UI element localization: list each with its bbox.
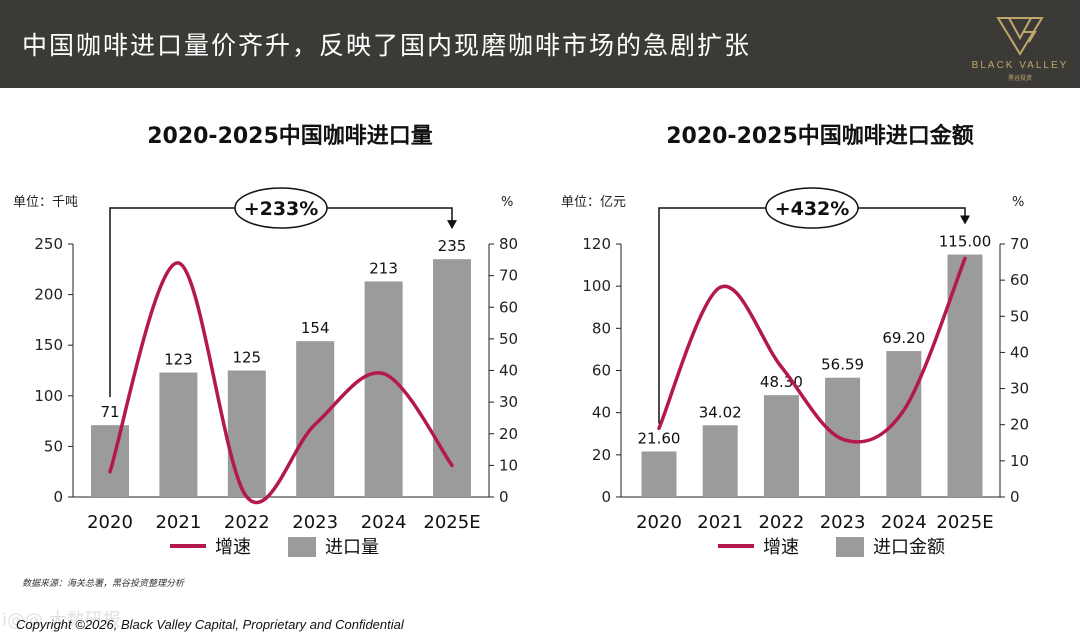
bar-value-label: 125 <box>232 349 261 367</box>
logo-icon <box>996 17 1044 56</box>
x-tick-label: 2024 <box>881 512 927 533</box>
left-tick-label: 100 <box>582 277 611 295</box>
x-tick-label: 2023 <box>292 512 338 533</box>
callout-arrowhead <box>960 215 970 225</box>
x-tick-label: 2024 <box>361 512 407 533</box>
bar-value-label: 154 <box>301 319 330 337</box>
bar-value-label: 235 <box>438 237 467 255</box>
bar <box>227 370 266 497</box>
bar-value-label: 213 <box>369 259 398 277</box>
x-tick-label: 2020 <box>87 512 133 533</box>
page-title: 中国咖啡进口量价齐升，反映了国内现磨咖啡市场的急剧扩张 <box>22 31 752 60</box>
bar-value-label: 48.30 <box>760 373 803 391</box>
callout-bubble <box>765 187 859 229</box>
x-tick-label: 2022 <box>224 512 270 533</box>
x-tick-label: 2025E <box>936 512 993 533</box>
left-axis-unit: 单位：千吨 <box>13 195 78 210</box>
legend-line-label: 增速 <box>215 537 251 558</box>
callout-bubble <box>234 187 328 229</box>
right-tick-label: 70 <box>1010 235 1029 253</box>
callout-arrowhead <box>447 220 457 230</box>
left-tick-label: 40 <box>592 404 611 422</box>
right-tick-label: 80 <box>499 235 518 253</box>
header-bar: 中国咖啡进口量价齐升，反映了国内现磨咖啡市场的急剧扩张 BLACK VALLEY… <box>0 0 1080 88</box>
chart-title: 2020-2025中国咖啡进口量 <box>147 124 433 149</box>
bar-value-label: 115.00 <box>939 233 992 251</box>
left-axis-unit: 单位：亿元 <box>561 195 626 210</box>
left-tick-label: 20 <box>592 446 611 464</box>
right-tick-label: 0 <box>1010 488 1020 506</box>
black-valley-logo: BLACK VALLEY 黑谷投资 <box>965 10 1075 82</box>
left-tick-label: 120 <box>582 235 611 253</box>
left-tick-label: 100 <box>34 387 63 405</box>
right-tick-label: 0 <box>499 488 509 506</box>
left-tick-label: 250 <box>34 235 63 253</box>
right-tick-label: 20 <box>1010 416 1029 434</box>
legend-bar-swatch <box>288 537 316 557</box>
bar <box>91 425 129 497</box>
bar <box>702 425 738 497</box>
callout-label: +233% <box>244 198 319 220</box>
right-tick-label: 10 <box>499 456 518 474</box>
growth-rate-line <box>657 256 967 444</box>
left-tick-label: 150 <box>34 336 63 354</box>
legend-line-label: 增速 <box>763 537 799 558</box>
bar-value-label: 21.60 <box>638 429 681 447</box>
left-tick-label: 80 <box>592 319 611 337</box>
legend-bar-label: 进口金额 <box>873 537 945 558</box>
right-tick-label: 30 <box>499 393 518 411</box>
logo-subtitle: 黑谷投资 <box>1007 76 1032 82</box>
left-tick-label: 0 <box>53 488 63 506</box>
legend-bar-label: 进口量 <box>325 537 379 558</box>
right-tick-label: 40 <box>1010 343 1029 361</box>
bar-value-label: 56.59 <box>821 356 864 374</box>
left-tick-label: 60 <box>592 362 611 380</box>
logo-name: BLACK VALLEY <box>971 60 1069 71</box>
bar-value-label: 69.20 <box>882 329 925 347</box>
right-tick-label: 60 <box>1010 271 1029 289</box>
left-tick-label: 200 <box>34 286 63 304</box>
right-axis-unit: % <box>501 195 513 210</box>
bar <box>364 281 403 497</box>
bar <box>296 341 335 497</box>
x-tick-label: 2025E <box>423 512 480 533</box>
right-tick-label: 10 <box>1010 452 1029 470</box>
left-tick-label: 50 <box>44 437 63 455</box>
bar <box>433 259 471 497</box>
right-tick-label: 40 <box>499 362 518 380</box>
bar-value-label: 123 <box>164 351 193 369</box>
bar <box>763 395 799 497</box>
right-axis-unit: % <box>1012 195 1024 210</box>
bar <box>159 372 198 497</box>
legend-bar-swatch <box>836 537 864 557</box>
chart-title: 2020-2025中国咖啡进口金额 <box>666 123 974 149</box>
right-tick-label: 50 <box>1010 307 1029 325</box>
bar <box>641 451 677 497</box>
right-tick-label: 70 <box>499 267 518 285</box>
right-tick-label: 20 <box>499 425 518 443</box>
x-tick-label: 2020 <box>636 512 682 533</box>
watermark: i@@ 大数研报 <box>2 610 121 631</box>
left-tick-label: 0 <box>601 488 611 506</box>
x-tick-label: 2022 <box>758 512 804 533</box>
x-tick-label: 2021 <box>155 512 201 533</box>
bar-value-label: 71 <box>100 403 119 421</box>
right-tick-label: 50 <box>499 330 518 348</box>
right-tick-label: 60 <box>499 298 518 316</box>
callout-label: +432% <box>775 198 850 220</box>
x-tick-label: 2021 <box>697 512 743 533</box>
source-note: 数据来源：海关总署，黑谷投资整理分析 <box>22 579 185 589</box>
growth-rate-line <box>108 261 454 505</box>
copyright-notice: Copyright ©2026, Black Valley Capital, P… <box>16 617 404 632</box>
bar-value-label: 34.02 <box>699 403 742 421</box>
right-tick-label: 30 <box>1010 380 1029 398</box>
x-tick-label: 2023 <box>820 512 866 533</box>
